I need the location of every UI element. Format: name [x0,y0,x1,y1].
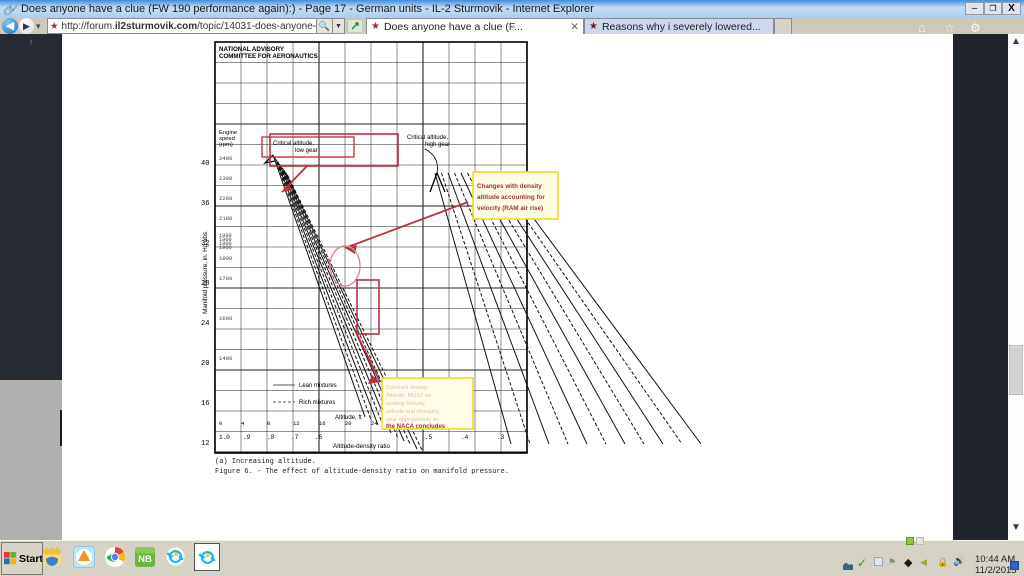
svg-text:(rpm): (rpm) [219,142,233,148]
svg-text:40: 40 [201,160,209,168]
svg-text:velocity (RAM air rise): velocity (RAM air rise) [477,205,543,212]
svg-text:.5: .5 [425,434,433,441]
svg-text:20: 20 [201,360,209,368]
svg-text:12: 12 [201,440,209,448]
svg-text:low gear: low gear [295,148,318,154]
svg-text:Rich mixtures: Rich mixtures [299,400,335,406]
svg-text:24: 24 [371,420,378,427]
svg-text:1.0: 1.0 [219,434,230,441]
svg-text:1400: 1400 [219,355,233,362]
svg-text:12: 12 [293,420,300,427]
svg-text:Altitude-density ratio: Altitude-density ratio [333,443,391,450]
svg-text:.6: .6 [315,434,323,441]
svg-text:.3: .3 [497,434,505,441]
svg-text:4: 4 [241,420,245,427]
svg-text:Critical altitude,: Critical altitude, [273,141,314,147]
svg-text:Lean mixtures: Lean mixtures [299,383,337,389]
svg-text:2100: 2100 [219,215,233,222]
svg-text:16: 16 [319,420,326,427]
svg-text:2200: 2200 [219,195,233,202]
svg-text:1900: 1900 [219,255,233,262]
svg-text:20: 20 [345,420,352,427]
svg-text:16: 16 [201,400,209,408]
svg-text:Constant density: Constant density [386,385,428,391]
svg-text:0: 0 [219,420,222,427]
svg-text:altitude accounting for: altitude accounting for [477,194,545,201]
svg-text:NB: NB [138,554,152,565]
svg-text:NATIONAL ADVISORY: NATIONAL ADVISORY [219,46,285,53]
svg-text:.8: .8 [267,434,275,441]
svg-text:.9: .9 [243,434,251,441]
svg-text:the NACA concludes: the NACA concludes [386,424,446,430]
svg-text:Critical altitude,: Critical altitude, [407,135,448,141]
svg-text:reading Density: reading Density [386,401,425,407]
svg-text:1900: 1900 [219,245,232,251]
svg-text:COMMITTEE FOR AERONAUTICS: COMMITTEE FOR AERONAUTICS [219,53,318,60]
svg-text:.7: .7 [291,434,299,441]
svg-text:2300: 2300 [219,175,233,182]
svg-text:8: 8 [267,420,270,427]
svg-text:gear appropriately as: gear appropriately as [386,417,439,423]
svg-text:.4: .4 [461,434,469,441]
svg-text:Altitude, ft: Altitude, ft [335,415,362,421]
svg-text:24: 24 [201,320,209,328]
svg-text:Altitude: MUST be: Altitude: MUST be [386,393,431,399]
svg-text:high gear: high gear [425,142,450,148]
svg-text:1700: 1700 [219,275,233,282]
svg-text:Manifold pressure, in. Hg abs.: Manifold pressure, in. Hg abs. [202,230,209,314]
svg-text:36: 36 [201,200,209,208]
svg-text:altitude and changing: altitude and changing [386,409,439,415]
svg-text:Changes with density: Changes with density [477,183,542,190]
svg-text:2400: 2400 [219,155,233,162]
svg-text:1600: 1600 [219,315,233,322]
